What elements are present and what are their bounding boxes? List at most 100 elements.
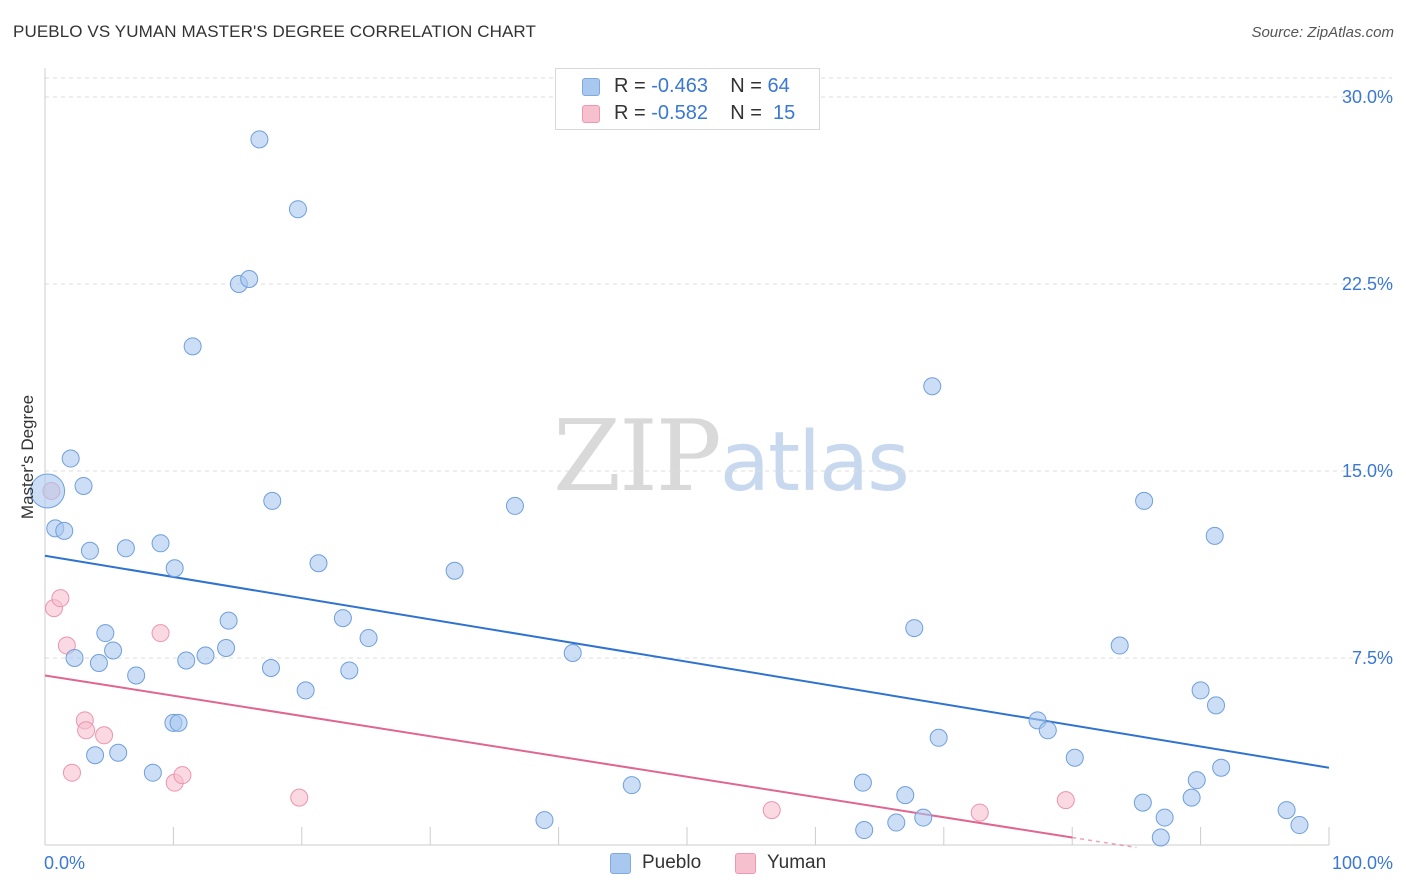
pueblo-point — [896, 786, 915, 805]
r-value: -0.463 — [651, 75, 708, 97]
yuman-point — [77, 721, 96, 740]
pueblo-point — [196, 646, 215, 665]
pueblo-point — [1277, 801, 1296, 820]
trend-layer — [44, 554, 1330, 849]
pueblo-point — [855, 821, 874, 840]
yuman-legend-swatch — [735, 853, 756, 874]
pueblo-point — [80, 541, 99, 560]
pueblo-point — [923, 377, 942, 396]
pueblo-point — [74, 476, 93, 495]
pueblo-swatch — [582, 78, 600, 96]
x-tick-label: 100.0% — [1332, 853, 1393, 873]
pueblo-point — [183, 337, 202, 356]
pueblo-point — [86, 746, 105, 765]
pueblo-point — [1065, 748, 1084, 767]
pueblo-point — [505, 496, 524, 515]
pueblo-point — [1212, 758, 1231, 777]
pueblo-point — [853, 773, 872, 792]
pueblo-point — [333, 609, 352, 628]
pueblo-legend-label: Pueblo — [642, 852, 702, 873]
pueblo-point — [151, 534, 170, 553]
watermark: ZIPatlas — [553, 400, 910, 514]
pueblo-point — [535, 811, 554, 830]
yuman-point — [62, 763, 81, 782]
pueblo-point — [1151, 828, 1170, 847]
pueblo-point — [1110, 636, 1129, 655]
pueblo-point — [905, 619, 924, 638]
pueblo-point — [165, 559, 184, 578]
pueblo-point — [65, 649, 84, 667]
pueblo-point — [622, 776, 641, 795]
pueblo-point — [288, 200, 307, 219]
r-value: -0.582 — [651, 102, 708, 124]
pueblo-point — [1133, 793, 1152, 812]
pueblo-legend-swatch — [610, 853, 631, 874]
yuman-point — [51, 589, 70, 608]
axis-layer — [44, 68, 1330, 846]
yuman-point — [95, 726, 114, 745]
pueblo-point — [1135, 491, 1154, 510]
pueblo-point — [127, 666, 146, 685]
pueblo-point — [96, 624, 115, 643]
x-tick-label: 0.0% — [44, 853, 85, 873]
pueblo-point — [116, 539, 135, 558]
pueblo-point — [445, 561, 464, 580]
pueblo-point — [929, 728, 948, 747]
pueblo-point — [340, 661, 359, 680]
pueblo-point — [30, 473, 66, 509]
pueblo-point — [104, 641, 123, 660]
yuman-trend-line — [44, 674, 1073, 839]
pueblo-point — [563, 644, 582, 663]
pueblo-point — [109, 743, 128, 762]
stats-legend: R = -0.463 N = 64 R = -0.582 N = 15 — [555, 68, 820, 130]
yuman-point — [290, 788, 309, 807]
n-label: N = — [730, 75, 762, 97]
pueblo-point — [914, 808, 933, 827]
yuman-point — [151, 624, 170, 643]
pueblo-point — [296, 681, 315, 700]
grid-layer — [45, 77, 1392, 659]
n-value: 64 — [767, 75, 790, 97]
source-label: Source: ZipAtlas.com — [1251, 24, 1394, 41]
pueblo-point — [169, 713, 188, 732]
yuman-point — [762, 801, 781, 820]
pueblo-point — [309, 554, 328, 573]
pueblo-point — [61, 449, 80, 468]
pueblo-point — [1038, 721, 1057, 740]
n-label: N = — [730, 102, 762, 124]
pueblo-point — [1155, 808, 1174, 827]
point-layer — [30, 130, 1309, 847]
pueblo-point — [250, 130, 269, 149]
y-axis-label: Master's Degree — [18, 395, 37, 519]
yuman-point — [970, 803, 989, 822]
pueblo-point — [1182, 788, 1201, 807]
pueblo-point — [219, 611, 238, 630]
yuman-trend-extension — [1072, 836, 1137, 849]
yuman-legend-label: Yuman — [767, 852, 827, 873]
pueblo-point — [1207, 696, 1226, 715]
pueblo-point — [261, 658, 280, 677]
pueblo-point — [1187, 771, 1206, 790]
pueblo-point — [89, 653, 108, 672]
r-label: R = — [614, 102, 646, 124]
yuman-point — [173, 766, 192, 785]
watermark-zip: ZIP — [553, 400, 722, 514]
n-value: 15 — [773, 102, 796, 124]
pueblo-point — [177, 651, 196, 670]
y-tick-label: 30.0% — [1342, 87, 1393, 107]
pueblo-point — [887, 813, 906, 832]
pueblo-point — [55, 521, 74, 540]
pueblo-point — [1290, 816, 1309, 835]
pueblo-point — [263, 491, 282, 510]
pueblo-point — [1205, 526, 1224, 545]
pueblo-point — [143, 763, 162, 782]
chart-title: PUEBLO VS YUMAN MASTER'S DEGREE CORRELAT… — [13, 22, 536, 41]
label-layer: 7.5% 15.0% 22.5% 30.0% 0.0% 100.0% Master's De… — [18, 87, 1393, 873]
y-tick-label: 7.5% — [1352, 648, 1393, 668]
yuman-swatch — [582, 105, 600, 123]
pueblo-point — [1191, 681, 1210, 700]
y-tick-label: 22.5% — [1342, 274, 1393, 294]
pueblo-trend-line — [44, 554, 1330, 769]
watermark-atlas: atlas — [719, 415, 910, 510]
